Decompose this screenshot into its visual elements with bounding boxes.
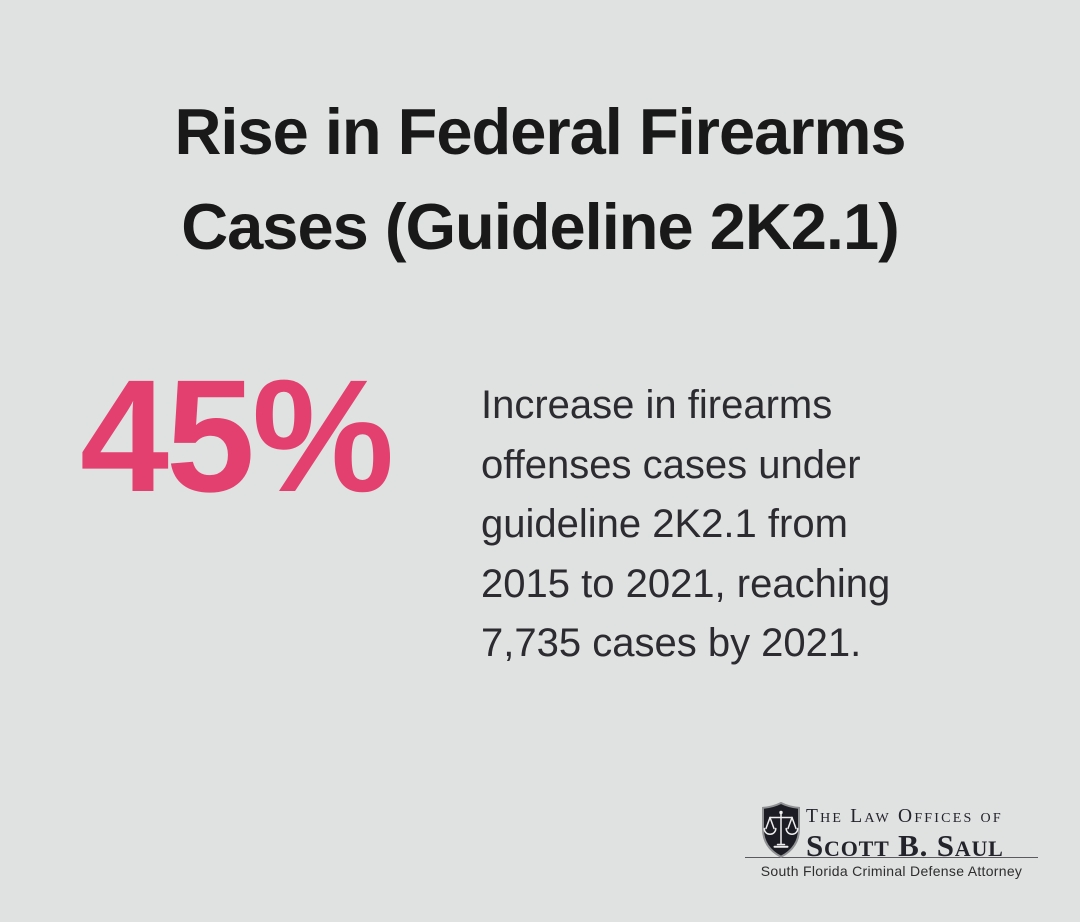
law-firm-logo-head: The Law Offices of Scott B. Saul [745, 799, 1038, 861]
stat-description-line: guideline 2K2.1 from [481, 502, 848, 546]
page-title: Rise in Federal Firearms Cases (Guidelin… [0, 84, 1080, 274]
stat-description-line: Increase in firearms [481, 383, 833, 427]
page-title-line1: Rise in Federal Firearms [174, 95, 906, 168]
law-firm-logo-text: The Law Offices of Scott B. Saul [806, 807, 1004, 861]
stat-description-line: offenses cases under [481, 442, 861, 487]
stat-description-line: 7,735 cases by 2021. [481, 621, 862, 665]
logo-tagline: South Florida Criminal Defense Attorney [760, 863, 1023, 879]
firm-prefix: The Law Offices of [806, 806, 1003, 827]
firm-name: Scott B. Saul [806, 827, 1004, 863]
scales-of-justice-icon [762, 802, 800, 858]
law-firm-logo: The Law Offices of Scott B. Saul South F… [745, 799, 1038, 879]
stat-description: Increase in firearms offenses cases unde… [481, 376, 1021, 674]
stat-value: 45% [80, 346, 394, 525]
stat-description-line: 2015 to 2021, reaching [481, 561, 891, 606]
logo-divider [745, 857, 1038, 858]
page-title-line2: Cases (Guideline 2K2.1) [181, 190, 900, 263]
